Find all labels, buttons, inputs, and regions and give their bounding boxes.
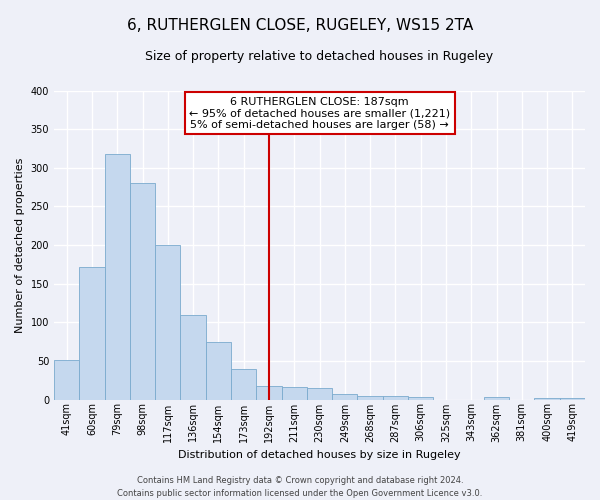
Bar [560, 398, 585, 400]
Bar [104, 154, 130, 400]
Y-axis label: Number of detached properties: Number of detached properties [15, 158, 25, 332]
Bar [535, 398, 560, 400]
Bar [231, 370, 256, 400]
Text: Contains HM Land Registry data © Crown copyright and database right 2024.
Contai: Contains HM Land Registry data © Crown c… [118, 476, 482, 498]
Bar [484, 397, 509, 400]
Bar [281, 387, 307, 400]
Bar [307, 388, 332, 400]
Bar [408, 397, 433, 400]
Bar [206, 342, 231, 400]
Bar [79, 266, 104, 400]
X-axis label: Distribution of detached houses by size in Rugeley: Distribution of detached houses by size … [178, 450, 461, 460]
Bar [181, 314, 206, 400]
Bar [358, 396, 383, 400]
Bar [332, 394, 358, 400]
Text: 6 RUTHERGLEN CLOSE: 187sqm
← 95% of detached houses are smaller (1,221)
5% of se: 6 RUTHERGLEN CLOSE: 187sqm ← 95% of deta… [189, 96, 450, 130]
Text: 6, RUTHERGLEN CLOSE, RUGELEY, WS15 2TA: 6, RUTHERGLEN CLOSE, RUGELEY, WS15 2TA [127, 18, 473, 32]
Bar [130, 183, 155, 400]
Title: Size of property relative to detached houses in Rugeley: Size of property relative to detached ho… [145, 50, 494, 63]
Bar [54, 360, 79, 400]
Bar [256, 386, 281, 400]
Bar [383, 396, 408, 400]
Bar [155, 245, 181, 400]
